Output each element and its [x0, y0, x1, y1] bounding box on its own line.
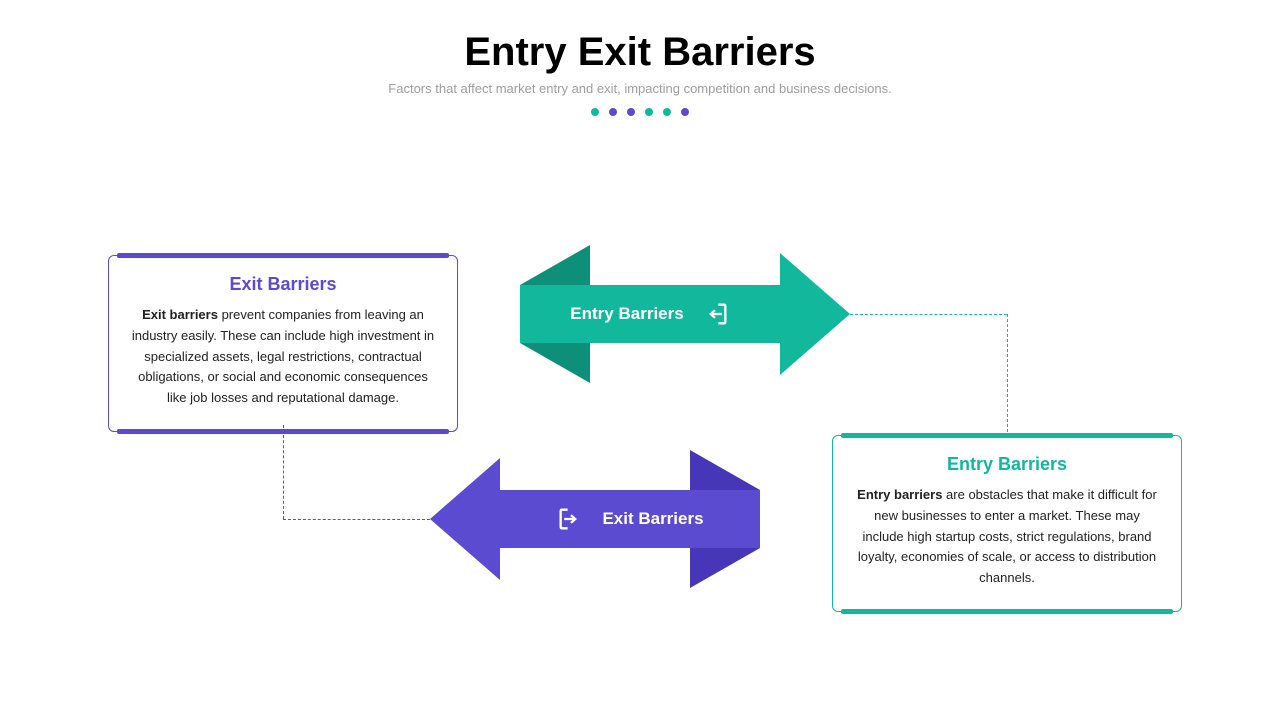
- decorative-dots: [0, 108, 1280, 116]
- arrow-head-icon: [430, 458, 500, 580]
- card-heading: Entry Barriers: [853, 454, 1161, 475]
- card-entry-barriers: Entry Barriers Entry barriers are obstac…: [832, 435, 1182, 612]
- login-icon: [702, 300, 730, 328]
- card-accent-bar: [841, 433, 1173, 438]
- dot-icon: [645, 108, 653, 116]
- connector-line: [850, 314, 1007, 315]
- card-accent-bar: [117, 253, 449, 258]
- arrow-banner: Exit Barriers: [500, 490, 760, 548]
- dot-icon: [681, 108, 689, 116]
- arrow-banner: Entry Barriers: [520, 285, 780, 343]
- card-body: Exit barriers prevent companies from lea…: [129, 305, 437, 409]
- arrow-fold: [520, 343, 590, 383]
- card-exit-barriers: Exit Barriers Exit barriers prevent comp…: [108, 255, 458, 432]
- slide-canvas: Entry Exit Barriers Factors that affect …: [0, 0, 1280, 720]
- card-heading: Exit Barriers: [129, 274, 437, 295]
- arrow-label: Entry Barriers: [570, 304, 683, 324]
- arrow-exit-barriers: Exit Barriers: [500, 490, 760, 548]
- card-lead: Exit barriers: [142, 307, 218, 322]
- arrow-label: Exit Barriers: [602, 509, 703, 529]
- arrow-head-icon: [780, 253, 850, 375]
- dot-icon: [627, 108, 635, 116]
- page-title: Entry Exit Barriers: [0, 30, 1280, 75]
- card-body: Entry barriers are obstacles that make i…: [853, 485, 1161, 589]
- card-lead: Entry barriers: [857, 487, 942, 502]
- dot-icon: [591, 108, 599, 116]
- card-accent-bar: [841, 609, 1173, 614]
- arrow-fold: [520, 245, 590, 285]
- connector-line: [283, 425, 284, 519]
- connector-line: [1007, 314, 1008, 432]
- connector-line: [283, 519, 430, 520]
- arrow-fold: [690, 450, 760, 490]
- dot-icon: [663, 108, 671, 116]
- arrow-fold: [690, 548, 760, 588]
- logout-icon: [556, 505, 584, 533]
- page-subtitle: Factors that affect market entry and exi…: [0, 81, 1280, 96]
- dot-icon: [609, 108, 617, 116]
- arrow-entry-barriers: Entry Barriers: [520, 285, 780, 343]
